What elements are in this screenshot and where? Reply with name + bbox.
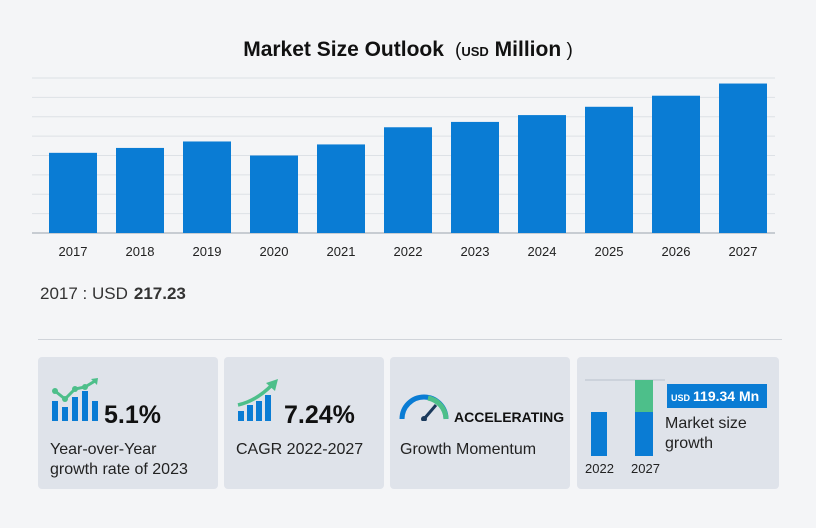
- growth-badge-prefix: USD: [671, 393, 691, 403]
- bar-2026: [652, 95, 700, 233]
- mini-bar-2022: [591, 412, 607, 456]
- x-tick-label: 2017: [59, 244, 88, 259]
- growth-card: 2022 2027 Market size growth: [577, 357, 779, 489]
- bar-2021: [317, 144, 365, 233]
- x-tick-label: 2023: [461, 244, 490, 259]
- bar-2023: [451, 121, 499, 233]
- chart-title: Market Size Outlook (USD Million ): [243, 38, 573, 61]
- bar-chart: 2017 2018 2019 2020 2021 2022 2023 2024 2025 2026…: [32, 77, 775, 259]
- bar-2024: [518, 115, 566, 233]
- mini-bar-2027-base: [635, 412, 653, 456]
- growth-badge: USD 119.34 Mn: [667, 384, 767, 408]
- title-unit: Million: [494, 38, 562, 61]
- growth-label-2: growth: [665, 435, 714, 452]
- bar-2017: [49, 152, 97, 233]
- yoy-label-2: growth rate of 2023: [50, 461, 188, 478]
- yoy-value: 5.1%: [104, 401, 161, 429]
- bar-2019: [183, 141, 231, 233]
- x-tick-label: 2022: [394, 244, 423, 259]
- momentum-value: ACCELERATING: [454, 409, 565, 425]
- bar-growth-icon: [52, 378, 98, 421]
- yoy-card: 5.1% Year-over-Year growth rate of 2023: [38, 357, 218, 489]
- base-year-label: 2017 : USD: [40, 284, 128, 303]
- yoy-label-1: Year-over-Year: [50, 441, 157, 458]
- mini-bar-2027-growth: [635, 380, 653, 412]
- mini-year-start: 2022: [585, 461, 614, 476]
- bar-2027: [719, 83, 767, 234]
- bar-2018: [116, 147, 164, 233]
- base-year-amount: 217.23: [133, 284, 186, 303]
- x-tick-label: 2024: [528, 244, 557, 259]
- x-tick-label: 2025: [595, 244, 624, 259]
- title-main: Market Size Outlook: [243, 38, 444, 61]
- growth-label-1: Market size: [665, 415, 747, 432]
- trend-arrow-icon: [237, 379, 278, 421]
- cagr-value: 7.24%: [284, 401, 355, 429]
- bar-2025: [585, 106, 633, 233]
- growth-badge-value: 119.34 Mn: [693, 388, 760, 404]
- x-tick-label: 2018: [126, 244, 155, 259]
- bar-2020: [250, 155, 298, 233]
- mini-year-end: 2027: [631, 461, 660, 476]
- base-year-value: 2017 : USD 217.23: [40, 284, 186, 304]
- momentum-label: Growth Momentum: [400, 441, 537, 458]
- speedometer-icon: [399, 394, 449, 421]
- x-tick-label: 2021: [327, 244, 356, 259]
- divider: [38, 339, 782, 340]
- x-tick-label: 2027: [729, 244, 758, 259]
- x-tick-label: 2026: [662, 244, 691, 259]
- bar-2022: [384, 127, 432, 233]
- cagr-label: CAGR 2022-2027: [236, 441, 364, 458]
- x-tick-label: 2019: [193, 244, 222, 259]
- title-unit-prefix: USD: [461, 44, 489, 59]
- x-tick-label: 2020: [260, 244, 289, 259]
- mini-growth-chart: [585, 379, 665, 456]
- cagr-card: 7.24% CAGR 2022-2027: [224, 357, 384, 489]
- momentum-card: ACCELERATING Growth Momentum: [390, 357, 570, 489]
